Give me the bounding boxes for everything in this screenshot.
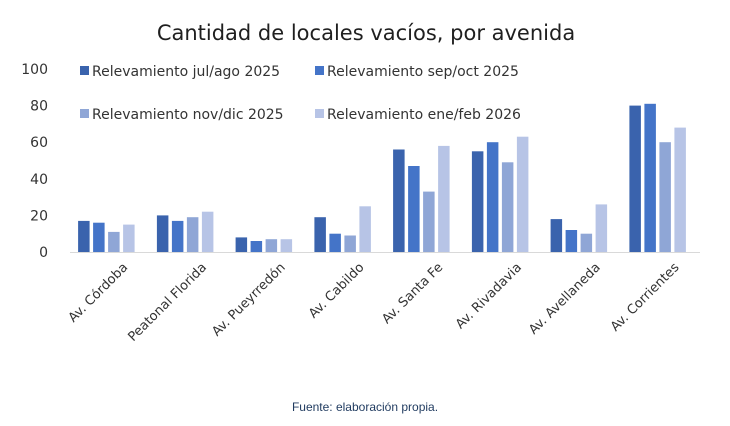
bar <box>550 219 563 252</box>
x-tick-label: Av. Pueyrredón <box>209 260 288 339</box>
legend-swatch <box>315 109 324 118</box>
bar <box>235 237 248 252</box>
bar <box>486 142 499 252</box>
x-tick-label: Av. Corrientes <box>608 260 683 335</box>
y-axis: 0 20 40 60 80 100 <box>21 62 48 261</box>
bar <box>78 220 90 252</box>
bar <box>565 230 578 252</box>
legend-label: Relevamiento jul/ago 2025 <box>92 64 280 80</box>
bar <box>186 217 199 252</box>
bar <box>516 136 529 252</box>
legend-item: Relevamiento jul/ago 2025 <box>80 64 280 80</box>
legend-swatch <box>80 66 89 75</box>
bar <box>595 204 608 252</box>
bar <box>329 233 341 252</box>
bars <box>78 103 686 253</box>
bar <box>359 206 371 253</box>
bar <box>501 162 514 252</box>
legend-swatch <box>80 109 89 118</box>
x-tick-label: Av. Cabildo <box>306 260 367 321</box>
bar <box>201 211 214 252</box>
bar <box>644 103 656 252</box>
bar <box>314 217 326 252</box>
legend: Relevamiento jul/ago 2025 Relevamiento se… <box>80 64 521 123</box>
x-tick-label: Peatonal Florida <box>125 260 210 345</box>
y-tick-label: 60 <box>30 135 48 151</box>
legend-item: Relevamiento sep/oct 2025 <box>315 64 519 80</box>
x-tick-label: Av. Rivadavia <box>453 260 525 332</box>
bar <box>108 231 120 252</box>
bar <box>344 235 356 252</box>
bar <box>156 215 169 252</box>
legend-item: Relevamiento nov/dic 2025 <box>80 107 284 123</box>
bar <box>629 105 641 252</box>
y-tick-label: 80 <box>30 99 48 115</box>
bar <box>93 222 105 252</box>
bar <box>393 149 405 252</box>
bar <box>123 224 135 252</box>
bar <box>423 191 435 252</box>
legend-label: Relevamiento nov/dic 2025 <box>92 107 284 123</box>
bar <box>580 233 593 252</box>
y-tick-label: 40 <box>30 172 48 188</box>
x-tick-label: Av. Santa Fe <box>379 260 446 327</box>
bar <box>438 145 450 252</box>
y-tick-label: 0 <box>39 245 48 261</box>
legend-item: Relevamiento ene/feb 2026 <box>315 107 521 123</box>
legend-label: Relevamiento ene/feb 2026 <box>327 107 521 123</box>
bar <box>265 239 278 252</box>
bar-chart: Cantidad de locales vacíos, por avenida … <box>21 21 700 345</box>
bar <box>659 142 671 252</box>
chart-title: Cantidad de locales vacíos, por avenida <box>157 21 575 45</box>
legend-label: Relevamiento sep/oct 2025 <box>327 64 519 80</box>
bar <box>171 220 184 252</box>
bar <box>280 239 293 252</box>
bar <box>250 241 263 252</box>
legend-swatch <box>315 66 324 75</box>
source-note: Fuente: elaboración propia. <box>291 400 439 414</box>
bar <box>471 151 484 252</box>
bar <box>408 166 420 252</box>
x-tick-label: Av. Córdoba <box>66 260 132 326</box>
y-tick-label: 100 <box>21 62 48 78</box>
bar <box>674 127 686 252</box>
y-tick-label: 20 <box>30 208 48 224</box>
x-tick-label: Av. Avellaneda <box>526 260 603 337</box>
